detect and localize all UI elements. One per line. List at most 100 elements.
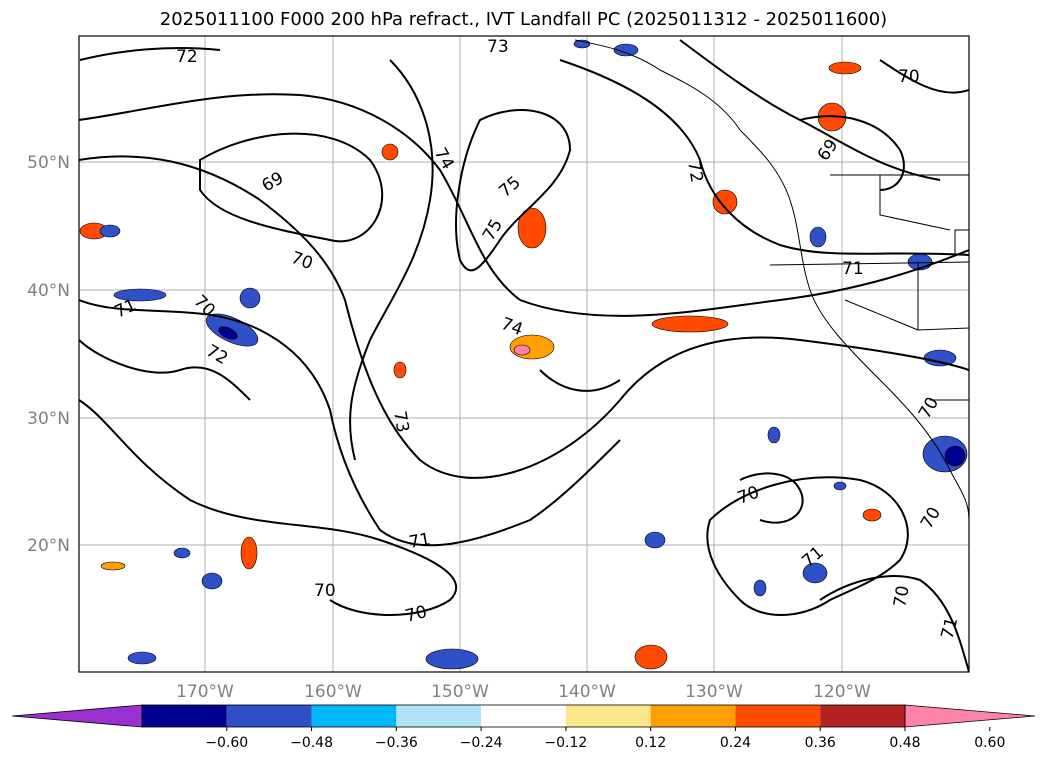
contour-label: 72 [176, 47, 198, 67]
contour-line [79, 155, 969, 479]
colorbar-tick-label: −0.12 [544, 735, 587, 751]
contour-line [79, 399, 457, 616]
negative-anomaly [644, 531, 666, 549]
colorbar-segment [311, 705, 397, 727]
colorbar: −0.60 −0.48 −0.36 −0.24 −0.12 0.12 0.24 0.36 0.4… [11, 704, 1036, 751]
contour-label: 71 [407, 529, 432, 552]
negative-anomaly [923, 349, 957, 367]
lon-tick-label: 160°W [304, 682, 362, 702]
coastline [574, 39, 969, 521]
positive-anomaly [513, 344, 531, 356]
colorbar-segment [650, 705, 736, 727]
lat-tick-label: 20°N [27, 536, 70, 556]
positive-anomaly [712, 189, 738, 215]
colorbar-tick-label: −0.36 [375, 735, 418, 751]
contour-line [559, 59, 969, 256]
positive-anomaly [862, 508, 882, 522]
colorbar-segment [396, 705, 482, 727]
colorbar-segment [820, 705, 905, 727]
contour-label: 71 [842, 259, 864, 279]
contour-label: 73 [389, 409, 412, 434]
contour-label: 73 [487, 37, 509, 57]
negative-anomaly [127, 651, 157, 665]
contour-line [799, 115, 905, 191]
negative-anomaly [239, 287, 261, 309]
lon-tick-label: 130°W [685, 682, 743, 702]
colorbar-tick-label: 0.12 [635, 735, 666, 751]
negative-anomaly [767, 426, 781, 444]
contour-line [79, 93, 969, 317]
contour-label: 70 [898, 67, 920, 87]
negative-anomaly [809, 226, 827, 248]
colorbar-tick-label: 0.60 [974, 735, 1005, 751]
positive-anomaly [381, 143, 399, 161]
border [879, 175, 951, 231]
lon-tick-label: 170°W [176, 682, 234, 702]
contour-line [79, 299, 621, 547]
colorbar-tick-label: 0.24 [720, 735, 751, 751]
contour-line [706, 476, 909, 616]
lon-tick-label: 120°W [813, 682, 871, 702]
gridlines [79, 36, 969, 672]
lat-tick-label: 40°N [27, 281, 70, 301]
negative-anomaly [802, 562, 828, 584]
contour-line [199, 132, 384, 243]
colorbar-segment [565, 705, 651, 727]
negative-anomaly [613, 43, 639, 57]
colorbar-outline [141, 704, 906, 728]
positive-anomaly [651, 315, 729, 333]
positive-anomaly [634, 644, 668, 670]
contour-line [819, 575, 969, 672]
colorbar-segment [226, 705, 312, 727]
figure-title: 2025011100 F000 200 hPa refract., IVT La… [159, 9, 888, 30]
contour-label: 70 [890, 584, 913, 609]
negative-anomaly [173, 547, 191, 559]
border [844, 299, 919, 331]
contour-line [455, 109, 572, 272]
negative-anomaly [833, 481, 847, 491]
lat-tick-label: 30°N [27, 409, 70, 429]
contour-label: 70 [314, 581, 336, 601]
positive-anomaly [240, 536, 258, 570]
contour-label: 72 [683, 159, 706, 184]
colorbar-tick-label: −0.48 [290, 735, 333, 751]
coastlines [574, 39, 969, 521]
colorbar-tick-label: 0.48 [889, 735, 920, 751]
negative-anomaly [753, 579, 767, 597]
border [769, 261, 969, 266]
colorbar-segment [142, 705, 227, 727]
positive-anomaly [828, 61, 862, 75]
colorbar-extend-low [11, 704, 143, 728]
colorbar-segment [481, 705, 566, 727]
border [954, 229, 969, 256]
colorbar-segment [735, 705, 821, 727]
negative-anomaly [201, 572, 223, 590]
contour-line [79, 47, 221, 61]
negative-anomaly [218, 326, 238, 340]
contour-line [349, 59, 434, 461]
filled-anomalies [79, 39, 968, 670]
negative-anomaly [113, 288, 167, 302]
map-frame [78, 35, 970, 673]
colorbar-tick-label: −0.24 [460, 735, 503, 751]
colorbar-tick-label: 0.36 [805, 735, 836, 751]
negative-anomaly [944, 445, 966, 467]
colorbar-extend-high [904, 704, 1036, 728]
lat-tick-label: 50°N [27, 153, 70, 173]
positive-anomaly [100, 561, 126, 571]
contour-line [739, 472, 804, 524]
negative-anomaly [425, 648, 479, 670]
positive-anomaly [517, 207, 547, 249]
contour-line [879, 59, 969, 94]
lon-tick-label: 150°W [431, 682, 489, 702]
latitude-ticks: 50°N 40°N 30°N 20°N [27, 153, 70, 556]
longitude-ticks: 170°W 160°W 150°W 140°W 130°W 120°W [176, 682, 871, 702]
lon-tick-label: 140°W [558, 682, 616, 702]
colorbar-tick-label: −0.60 [205, 735, 248, 751]
negative-anomaly [99, 224, 121, 238]
contour-line [79, 339, 251, 401]
positive-anomaly [393, 361, 407, 379]
contour-line [539, 369, 621, 392]
contour-lines [79, 39, 969, 672]
